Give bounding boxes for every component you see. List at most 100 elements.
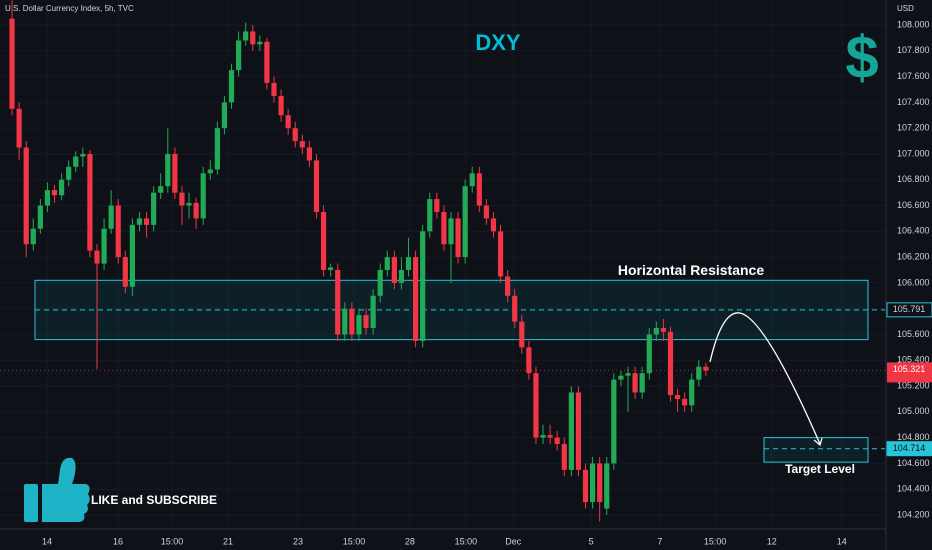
candle-body	[420, 231, 426, 341]
candle-body	[682, 398, 688, 406]
candle-body	[391, 257, 397, 283]
x-tick-label: 28	[405, 536, 415, 546]
candle-body	[66, 166, 72, 180]
candle-body	[115, 205, 121, 258]
candle-body	[313, 160, 320, 212]
candle-body	[604, 463, 610, 509]
candle-body	[469, 173, 475, 187]
candle-body	[703, 366, 709, 371]
candle-body	[377, 269, 383, 296]
candle-body	[278, 95, 284, 116]
candle-body	[235, 40, 242, 71]
y-tick-label: 107.200	[897, 123, 930, 133]
projection-arrow	[709, 312, 821, 445]
candle-body	[342, 308, 348, 335]
candle-body	[193, 202, 199, 219]
candle-body	[554, 437, 560, 445]
current-price-tag	[887, 362, 932, 383]
candle-body	[476, 173, 482, 206]
x-tick-label: 15:00	[343, 536, 366, 546]
candle-body	[561, 444, 567, 470]
price-tag-label: 105.791	[893, 304, 926, 314]
candle-body	[462, 186, 468, 258]
candle-body	[689, 379, 695, 406]
candle-body	[214, 128, 220, 170]
candle-body	[434, 199, 440, 212]
chart-title: DXY	[475, 30, 521, 55]
candle-body	[597, 463, 603, 503]
candle-body	[632, 373, 638, 393]
candle-body	[129, 224, 135, 287]
y-tick-label: 108.000	[897, 19, 930, 29]
x-tick-label: 14	[837, 536, 847, 546]
candle-body	[30, 228, 36, 245]
candle-body	[483, 205, 489, 219]
candle-body	[172, 153, 178, 193]
candle-body	[674, 395, 681, 399]
candle-body	[575, 392, 582, 470]
price-tag-label: 104.714	[893, 443, 926, 453]
candle-body	[271, 83, 277, 96]
candle-body	[363, 315, 369, 329]
candle-body	[158, 186, 164, 193]
y-tick-label: 106.000	[897, 277, 930, 287]
plot	[0, 0, 885, 528]
candle-body	[306, 147, 312, 161]
candle-body	[328, 267, 334, 270]
candle-body	[58, 179, 65, 196]
x-tick-label: 21	[223, 536, 233, 546]
candle-body	[320, 211, 327, 270]
candle-body	[441, 211, 447, 245]
candle-body	[646, 334, 652, 374]
candle-body	[370, 295, 376, 329]
zone-label: Horizontal Resistance	[618, 262, 764, 278]
candle-body	[9, 18, 15, 109]
x-tick-label: 5	[589, 536, 594, 546]
arrow-head	[813, 437, 823, 447]
candle-body	[179, 192, 185, 206]
y-tick-label: 107.400	[897, 97, 930, 107]
y-tick-label: 106.200	[897, 251, 930, 261]
y-tick-label: 107.600	[897, 71, 930, 81]
candle-body	[186, 202, 192, 206]
x-tick-label: 23	[293, 536, 303, 546]
thumbs-up-icon	[24, 457, 90, 522]
price-tag	[886, 441, 932, 457]
y-tick-label: 107.000	[897, 148, 930, 158]
x-tick-label: 7	[657, 536, 662, 546]
candle-body	[384, 257, 390, 270]
candle-body	[405, 257, 412, 270]
dollar-icon: $	[845, 24, 878, 91]
candle-body	[73, 156, 79, 167]
candle-body	[101, 228, 107, 264]
candle-body	[87, 153, 93, 251]
candle-body	[519, 321, 525, 348]
candle-body	[448, 218, 454, 245]
candle-body	[427, 199, 433, 232]
candle-body	[667, 331, 674, 396]
candle-body	[533, 373, 539, 438]
x-tick-label: 15:00	[704, 536, 727, 546]
y-tick-label: 104.200	[897, 509, 930, 519]
y-tick-label: 106.600	[897, 200, 930, 210]
candle-body	[221, 102, 228, 129]
candle-body	[250, 31, 256, 45]
candle-body	[122, 257, 128, 287]
candle-body	[349, 308, 355, 335]
candle-body	[51, 190, 58, 196]
candle-body	[490, 218, 497, 232]
candle-body	[228, 70, 235, 103]
candle-body	[696, 366, 702, 380]
candle-body	[37, 205, 43, 229]
zone-label: Target Level	[785, 462, 855, 476]
call-to-action: LIKE and SUBSCRIBE	[91, 493, 217, 507]
candle-body	[618, 375, 624, 380]
candle-body	[80, 153, 86, 157]
candle-body	[136, 218, 143, 225]
y-tick-label: 104.400	[897, 484, 930, 494]
candle-body	[398, 269, 405, 283]
y-tick-label: 106.400	[897, 226, 930, 236]
candle-body	[497, 231, 504, 277]
candle-body	[44, 190, 51, 206]
